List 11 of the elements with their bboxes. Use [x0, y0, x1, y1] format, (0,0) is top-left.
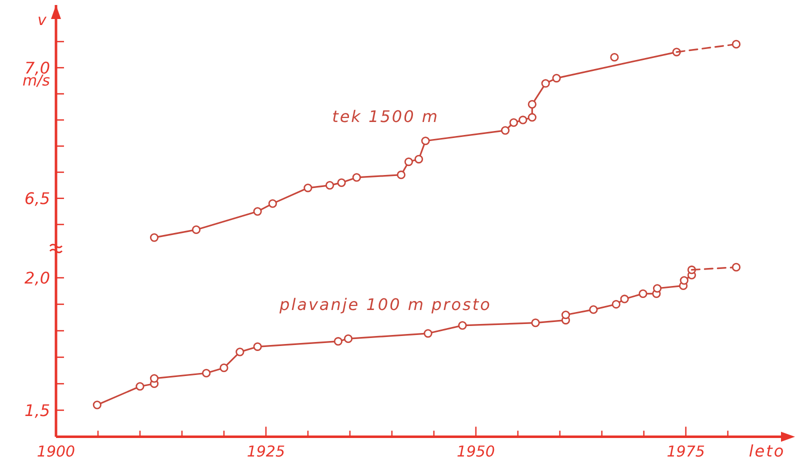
- x-tick-label: 1925: [246, 442, 286, 461]
- y-tick-label: 6,5: [24, 188, 50, 208]
- y-tick-label: 1,5: [24, 400, 50, 420]
- y-tick-label: 2,0: [24, 268, 50, 288]
- series-label: plavanje 100 m prosto: [278, 295, 492, 314]
- x-tick-label: 1975: [666, 442, 705, 461]
- x-axis-title: leto: [748, 442, 786, 461]
- x-tick-label: 1900: [36, 442, 76, 461]
- x-tick-label: 1950: [456, 442, 495, 461]
- y-axis-title: v: [38, 11, 48, 29]
- series-label: tek 1500 m: [332, 107, 439, 126]
